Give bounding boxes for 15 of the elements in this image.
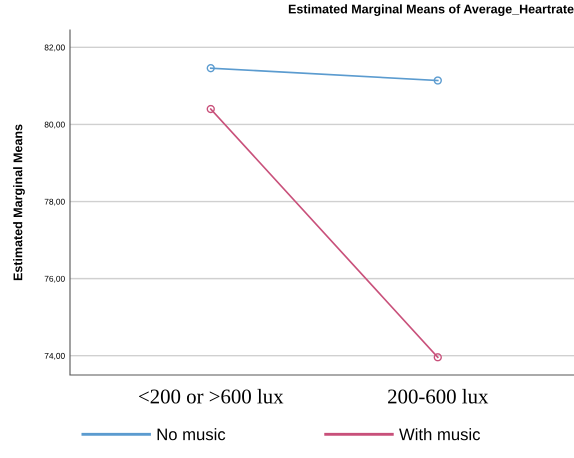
- y-tick-label: 74,00: [44, 352, 65, 360]
- point: [434, 76, 442, 85]
- y-tick-label: 78,00: [44, 198, 65, 206]
- chart-title: Estimated Marginal Means of Average_Heartrate: [288, 4, 574, 16]
- x-tick-label: <200 or >600 lux: [138, 388, 284, 404]
- legend-label: With music: [399, 428, 480, 440]
- y-tick-label: 80,00: [44, 122, 65, 129]
- y-tick-label: 76,00: [44, 276, 65, 283]
- legend-label: No music: [158, 428, 226, 440]
- point: [206, 104, 215, 114]
- y-axis-title: Estimated Marginal Means: [13, 124, 25, 280]
- y-tick-label: 82,00: [44, 44, 65, 52]
- point: [206, 64, 215, 72]
- point: [434, 353, 442, 362]
- x-tick-label: 200-600 lux: [388, 388, 488, 404]
